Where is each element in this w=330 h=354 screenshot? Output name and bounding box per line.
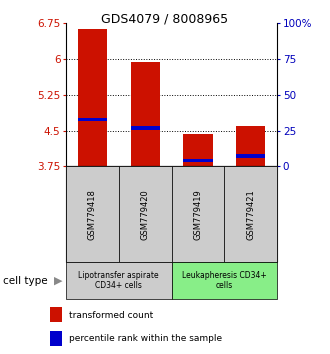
Text: GSM779420: GSM779420 [141,189,150,240]
Text: Lipotransfer aspirate
CD34+ cells: Lipotransfer aspirate CD34+ cells [79,271,159,290]
Bar [183,159,213,162]
Bar [50,331,62,346]
Text: GSM779418: GSM779418 [88,189,97,240]
Bar [78,29,107,166]
Bar [172,166,224,262]
Text: GSM779421: GSM779421 [246,189,255,240]
Bar [172,262,277,299]
Text: GDS4079 / 8008965: GDS4079 / 8008965 [101,12,229,25]
Bar [224,166,277,262]
Bar [131,62,160,166]
Text: ▶: ▶ [53,275,62,286]
Text: Leukapheresis CD34+
cells: Leukapheresis CD34+ cells [182,271,267,290]
Bar [236,126,265,166]
Bar [183,135,213,166]
Text: GSM779419: GSM779419 [193,189,203,240]
Bar [66,262,172,299]
Text: transformed count: transformed count [69,310,153,320]
Bar [50,307,62,322]
Bar [78,118,107,121]
Text: cell type: cell type [3,275,48,286]
Text: percentile rank within the sample: percentile rank within the sample [69,335,222,343]
Bar [131,126,160,130]
Bar [236,154,265,158]
Bar [66,166,119,262]
Bar [119,166,172,262]
